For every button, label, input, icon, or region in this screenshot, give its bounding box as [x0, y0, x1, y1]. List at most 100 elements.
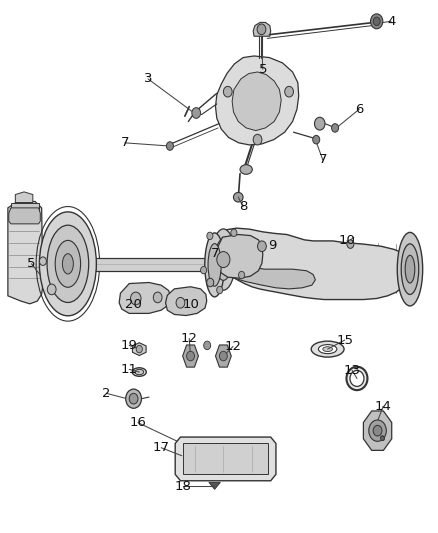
Text: 12: 12 [225, 340, 241, 353]
Ellipse shape [405, 255, 415, 283]
Polygon shape [227, 262, 315, 289]
Text: 4: 4 [387, 15, 396, 28]
Text: 13: 13 [344, 364, 360, 377]
Polygon shape [364, 411, 392, 450]
Polygon shape [11, 203, 39, 211]
Circle shape [373, 17, 380, 26]
Circle shape [369, 420, 386, 441]
Circle shape [347, 240, 354, 248]
Ellipse shape [62, 254, 73, 274]
Circle shape [373, 425, 382, 436]
Text: 17: 17 [153, 441, 170, 454]
Ellipse shape [318, 345, 337, 354]
Circle shape [153, 292, 162, 303]
Text: 7: 7 [318, 154, 327, 166]
Text: 18: 18 [175, 480, 191, 492]
Text: 10: 10 [183, 298, 200, 311]
Circle shape [285, 86, 293, 97]
Circle shape [217, 252, 230, 268]
Text: 19: 19 [121, 339, 138, 352]
Circle shape [253, 134, 262, 145]
Polygon shape [217, 235, 263, 278]
Circle shape [207, 232, 213, 240]
Circle shape [314, 117, 325, 130]
Polygon shape [183, 345, 198, 367]
Text: 15: 15 [336, 334, 353, 346]
Circle shape [332, 124, 339, 132]
Circle shape [371, 14, 383, 29]
Polygon shape [215, 228, 410, 300]
Text: 6: 6 [355, 103, 364, 116]
Circle shape [126, 389, 141, 408]
Circle shape [176, 297, 185, 308]
Text: 9: 9 [268, 239, 277, 252]
Text: 16: 16 [130, 416, 146, 429]
Circle shape [129, 393, 138, 404]
Ellipse shape [311, 341, 344, 357]
Ellipse shape [346, 367, 367, 390]
Circle shape [381, 435, 384, 440]
Ellipse shape [240, 165, 252, 174]
Polygon shape [132, 343, 146, 356]
Polygon shape [9, 208, 40, 224]
Circle shape [257, 24, 266, 35]
Text: 5: 5 [27, 257, 36, 270]
Ellipse shape [401, 244, 419, 294]
Circle shape [201, 266, 207, 274]
Circle shape [219, 351, 227, 361]
Circle shape [131, 292, 141, 305]
Ellipse shape [47, 225, 88, 302]
Bar [183, 443, 268, 474]
Circle shape [258, 241, 266, 252]
Polygon shape [232, 72, 281, 131]
Ellipse shape [55, 240, 81, 287]
Circle shape [231, 229, 237, 237]
Circle shape [223, 86, 232, 97]
Circle shape [192, 108, 201, 118]
Text: 5: 5 [258, 63, 267, 76]
Ellipse shape [135, 369, 144, 375]
Ellipse shape [233, 192, 243, 202]
Circle shape [39, 257, 46, 265]
Ellipse shape [397, 232, 423, 306]
Circle shape [207, 278, 214, 287]
Ellipse shape [208, 244, 221, 286]
Ellipse shape [205, 233, 224, 297]
Polygon shape [15, 192, 33, 203]
Text: 7: 7 [120, 136, 129, 149]
Circle shape [381, 436, 384, 440]
Polygon shape [8, 201, 43, 304]
Circle shape [217, 286, 223, 294]
Text: 10: 10 [339, 235, 355, 247]
Circle shape [166, 142, 173, 150]
Ellipse shape [39, 212, 96, 316]
Ellipse shape [211, 229, 236, 290]
Polygon shape [175, 437, 276, 481]
Text: 11: 11 [121, 363, 138, 376]
Text: 14: 14 [375, 400, 392, 413]
Ellipse shape [215, 239, 232, 280]
Ellipse shape [323, 346, 332, 352]
Text: 8: 8 [239, 200, 247, 213]
Circle shape [381, 437, 385, 441]
Ellipse shape [350, 370, 364, 386]
Polygon shape [119, 282, 171, 313]
Polygon shape [253, 22, 271, 36]
Circle shape [204, 341, 211, 350]
Polygon shape [166, 287, 207, 316]
Polygon shape [215, 56, 299, 145]
Polygon shape [209, 482, 220, 489]
Circle shape [313, 135, 320, 144]
Circle shape [239, 271, 245, 279]
Text: 3: 3 [144, 72, 152, 85]
Text: 12: 12 [181, 332, 198, 345]
Circle shape [187, 351, 194, 361]
Text: 2: 2 [102, 387, 111, 400]
Circle shape [136, 345, 142, 353]
Text: 7: 7 [211, 247, 220, 260]
Polygon shape [82, 258, 215, 271]
Circle shape [47, 284, 56, 295]
Polygon shape [215, 345, 231, 367]
Text: 20: 20 [125, 298, 142, 311]
Ellipse shape [132, 368, 146, 376]
